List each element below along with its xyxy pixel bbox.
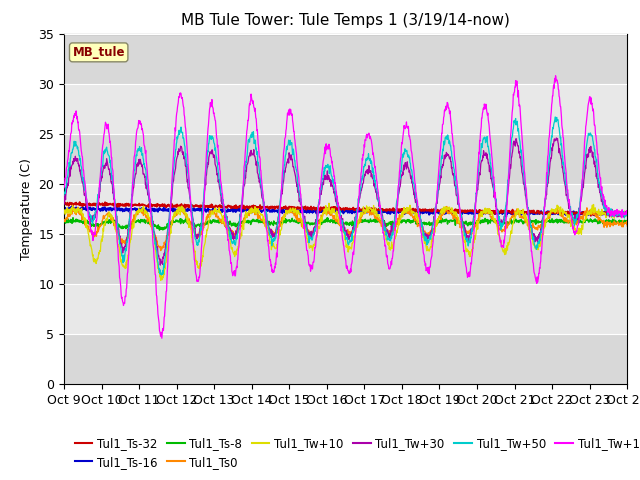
Bar [64, 84, 627, 134]
Y-axis label: Temperature (C): Temperature (C) [20, 158, 33, 260]
Text: MB_tule: MB_tule [72, 46, 125, 59]
Legend: Tul1_Ts-32, Tul1_Ts-16, Tul1_Ts-8, Tul1_Ts0, Tul1_Tw+10, Tul1_Tw+30, Tul1_Tw+50,: Tul1_Ts-32, Tul1_Ts-16, Tul1_Ts-8, Tul1_… [70, 432, 640, 473]
Bar [64, 334, 627, 384]
Bar [64, 234, 627, 284]
Bar [64, 184, 627, 234]
Bar [64, 284, 627, 334]
Bar [64, 134, 627, 184]
Bar [64, 34, 627, 84]
Title: MB Tule Tower: Tule Temps 1 (3/19/14-now): MB Tule Tower: Tule Temps 1 (3/19/14-now… [181, 13, 510, 28]
